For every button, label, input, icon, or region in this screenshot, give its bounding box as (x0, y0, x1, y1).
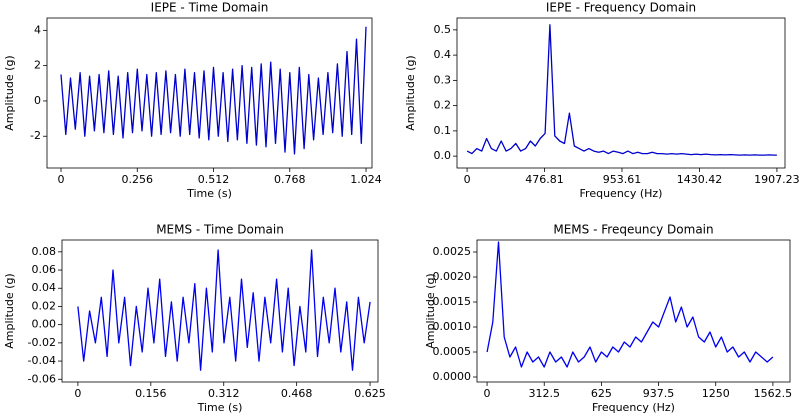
x-tick-label: 625 (591, 387, 612, 400)
y-tick-label: 0.2 (434, 99, 452, 112)
y-axis-label: Amplitude (g) (3, 55, 16, 130)
signal-line (60, 26, 367, 155)
subplot: 0 0.156 0.312 0.468 0.625 -0.06 -0.04 -0.02 0.00… (3, 223, 386, 415)
plot-area (60, 26, 367, 155)
y-axis-label: Amplitude (g) (424, 273, 437, 348)
x-axis-label: Frequency (Hz) (580, 187, 663, 200)
axes-frame (476, 239, 791, 383)
signal-line (486, 241, 774, 368)
chart-title: MEMS - Freqeuncy Domain (553, 223, 713, 237)
y-tick-label: 0.00 (32, 318, 57, 331)
subplot: 0 476.81 953.61 1430.42 1907.23 0.0 0.1 0.2 0.3 0… (404, 1, 800, 201)
chart-title: IEPE - Frequency Domain (546, 1, 696, 15)
y-tick-label: 0.5 (434, 23, 452, 36)
plot-area (77, 249, 371, 371)
x-axis-label: Time (s) (197, 401, 243, 414)
y-tick-label: 0.3 (434, 73, 452, 86)
y-axis-label: Amplitude (g) (404, 55, 417, 130)
y-tick-label: 2 (34, 59, 41, 72)
axes-frame (456, 17, 786, 169)
x-tick-label: 1430.42 (677, 173, 723, 186)
y-tick-label: 0.04 (32, 281, 57, 294)
x-tick-label: 0.156 (135, 387, 167, 400)
x-tick-label: 1250 (702, 387, 730, 400)
x-tick-label: 0.625 (354, 387, 386, 400)
subplot: 0 312.5 625 937.5 1250 1562.5 0.0000 0.0005 0.00… (424, 223, 792, 415)
y-tick-label: 0.0 (434, 149, 452, 162)
y-tick-label: 0.0000 (433, 370, 472, 383)
y-tick-label: 0 (34, 94, 41, 107)
x-tick-label: 0.512 (198, 173, 230, 186)
y-tick-label: 0.4 (434, 48, 452, 61)
signal-line (466, 24, 777, 156)
x-tick-label: 0.768 (274, 173, 306, 186)
x-tick-label: 1907.23 (754, 173, 800, 186)
x-tick-label: 0.468 (281, 387, 313, 400)
y-tick-label: 0.0020 (433, 270, 472, 283)
subplot: 0 0.256 0.512 0.768 1.024 -2 0 2 4 IEPE - Time Do… (3, 1, 382, 201)
x-axis-label: Frequency (Hz) (592, 401, 675, 414)
y-axis-label: Amplitude (g) (3, 273, 16, 348)
y-tick-label: 0.0010 (433, 320, 472, 333)
y-tick-label: 0.0025 (433, 245, 472, 258)
plot-area (466, 24, 777, 156)
x-tick-label: 0.256 (122, 173, 154, 186)
y-tick-label: 0.08 (32, 245, 57, 258)
x-tick-label: 0.312 (208, 387, 240, 400)
axes-frame (61, 239, 379, 383)
x-tick-label: 937.5 (643, 387, 675, 400)
chart-title: MEMS - Time Domain (156, 223, 284, 237)
y-tick-label: 0.1 (434, 124, 452, 137)
y-tick-label: -2 (30, 129, 41, 142)
x-tick-label: 1.024 (350, 173, 382, 186)
x-tick-label: 476.81 (525, 173, 564, 186)
x-tick-label: 312.5 (528, 387, 560, 400)
plot-area (486, 241, 774, 368)
y-tick-label: 0.0015 (433, 295, 472, 308)
x-axis-label: Time (s) (186, 187, 232, 200)
y-tick-label: 0.06 (32, 263, 57, 276)
x-tick-label: 0 (484, 387, 491, 400)
y-tick-label: -0.06 (28, 372, 56, 385)
x-tick-label: 0 (464, 173, 471, 186)
chart-title: IEPE - Time Domain (151, 1, 269, 15)
x-tick-label: 0 (58, 173, 65, 186)
axes-frame (46, 17, 373, 169)
y-tick-label: 0.02 (32, 299, 57, 312)
y-tick-label: 4 (34, 23, 41, 36)
y-tick-label: -0.02 (28, 336, 56, 349)
x-tick-label: 953.61 (603, 173, 642, 186)
signal-line (77, 249, 371, 371)
y-tick-label: 0.0005 (433, 345, 472, 358)
y-tick-label: -0.04 (28, 354, 56, 367)
x-tick-label: 0 (74, 387, 81, 400)
x-tick-label: 1562.5 (754, 387, 793, 400)
